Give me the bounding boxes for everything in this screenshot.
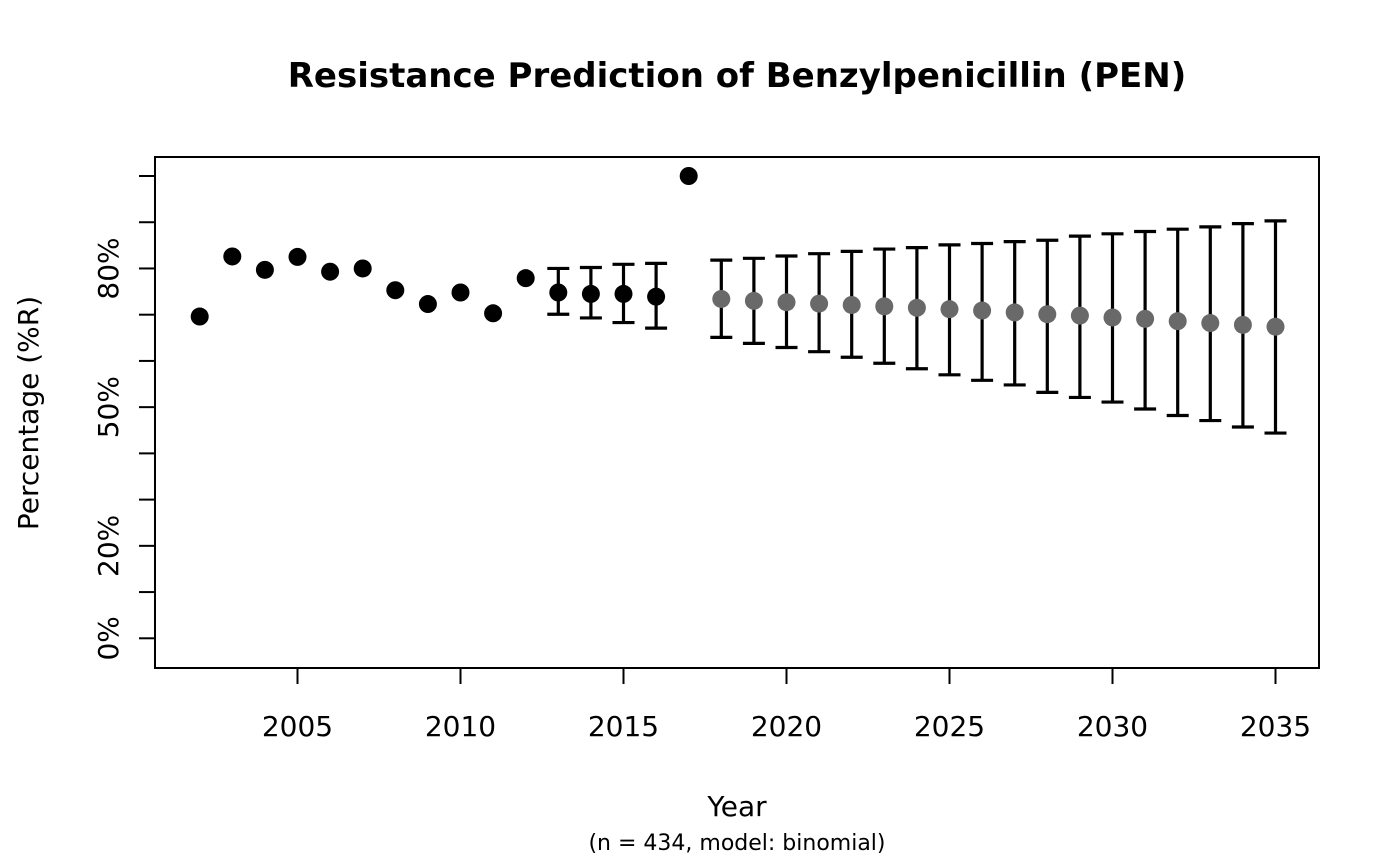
- plot-box: [154, 156, 1320, 669]
- observed-point-2002: [190, 307, 209, 326]
- predicted-point-2026: [973, 301, 992, 320]
- predicted-point-2030: [1103, 308, 1122, 327]
- y-tick-label-0: 0%: [92, 616, 125, 660]
- observed-point-2011: [484, 304, 503, 323]
- chart-title: Resistance Prediction of Benzylpenicilli…: [287, 56, 1187, 96]
- observed-point-2005: [288, 247, 307, 266]
- observed-point-2015: [614, 284, 633, 303]
- x-tick-label-2025: 2025: [914, 710, 985, 743]
- predicted-point-2033: [1201, 314, 1220, 333]
- predicted-point-2035: [1266, 317, 1285, 336]
- y-tick-label-80: 80%: [92, 237, 125, 299]
- observed-point-2004: [255, 260, 274, 279]
- x-tick-label-2030: 2030: [1077, 710, 1148, 743]
- observed-point-2006: [321, 262, 340, 281]
- observed-point-2003: [223, 247, 242, 266]
- predicted-point-2031: [1136, 309, 1155, 328]
- observed-point-2008: [386, 281, 405, 300]
- observed-point-2010: [451, 283, 470, 302]
- predicted-point-2032: [1168, 312, 1187, 331]
- y-tick-label-20: 20%: [92, 515, 125, 577]
- x-axis-label: Year: [707, 790, 767, 823]
- predicted-point-2018: [712, 289, 731, 308]
- predicted-point-2020: [777, 293, 796, 312]
- observed-point-2009: [418, 295, 437, 314]
- predicted-point-2029: [1070, 306, 1089, 325]
- x-tick-label-2015: 2015: [588, 710, 659, 743]
- observed-point-2012: [516, 269, 535, 288]
- x-tick-label-2005: 2005: [262, 710, 333, 743]
- observed-point-2016: [647, 287, 666, 306]
- predicted-point-2028: [1038, 305, 1057, 324]
- observed-point-2014: [581, 284, 600, 303]
- x-tick-label-2020: 2020: [751, 710, 822, 743]
- predicted-point-2025: [940, 300, 959, 319]
- predicted-point-2022: [842, 295, 861, 314]
- y-tick-label-50: 50%: [92, 376, 125, 438]
- observed-point-2007: [353, 259, 372, 278]
- predicted-point-2027: [1005, 303, 1024, 322]
- predicted-point-2019: [744, 291, 763, 310]
- x-axis-sublabel: (n = 434, model: binomial): [588, 831, 886, 856]
- predicted-point-2034: [1233, 315, 1252, 334]
- predicted-point-2023: [875, 297, 894, 316]
- x-tick-label-2035: 2035: [1240, 710, 1311, 743]
- predicted-point-2021: [810, 294, 829, 313]
- x-tick-label-2010: 2010: [425, 710, 496, 743]
- observed-point-2013: [549, 283, 568, 302]
- predicted-point-2024: [907, 298, 926, 317]
- observed-point-2017: [679, 167, 698, 185]
